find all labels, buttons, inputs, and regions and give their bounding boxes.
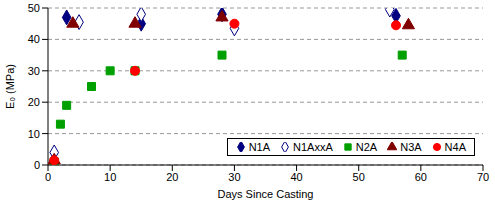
svg-text:50: 50 [28, 2, 40, 14]
html-text:N2A: N2A [355, 141, 378, 153]
svg-text:E₀ (MPa): E₀ (MPa) [8, 64, 16, 109]
svg-text:10: 10 [28, 128, 40, 140]
svg-text:10: 10 [104, 171, 116, 183]
svg-text:20: 20 [28, 96, 40, 108]
svg-text:70: 70 [477, 171, 487, 183]
svg-text:30: 30 [28, 65, 40, 77]
svg-text:0: 0 [45, 171, 51, 183]
html-text:N4A: N4A [444, 141, 466, 153]
svg-text:40: 40 [28, 33, 40, 45]
svg-text:Days Since Casting: Days Since Casting [218, 188, 314, 200]
svg-text:50: 50 [353, 171, 365, 183]
svg-text:0: 0 [34, 159, 40, 171]
svg-text:20: 20 [166, 171, 178, 183]
html-text:N3A: N3A [400, 141, 422, 153]
html-text:N1AxxA: N1AxxA [293, 141, 333, 153]
html-text:N1A: N1A [248, 141, 270, 153]
svg-text:60: 60 [415, 171, 427, 183]
svg-text:40: 40 [290, 171, 302, 183]
svg-text:30: 30 [228, 171, 240, 183]
